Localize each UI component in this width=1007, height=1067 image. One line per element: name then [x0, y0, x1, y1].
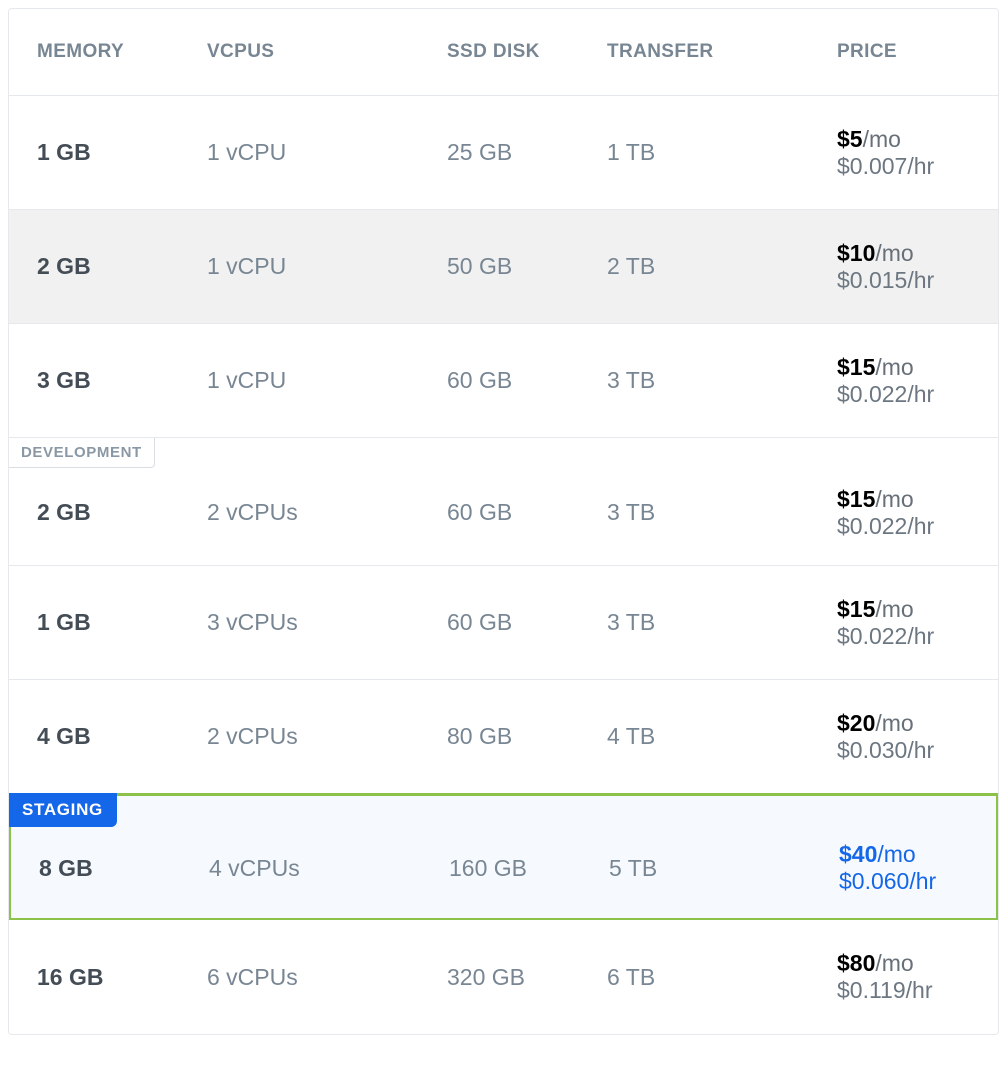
cell-transfer: 5 TB [581, 855, 811, 882]
table-body: 1 GB1 vCPU25 GB1 TB$5/mo$0.007/hr2 GB1 v… [9, 96, 998, 1034]
cell-vcpus: 6 vCPUs [179, 964, 419, 991]
cell-transfer: 6 TB [579, 964, 809, 991]
price-monthly-value: $20 [837, 710, 875, 736]
cell-price: $20/mo$0.030/hr [809, 710, 998, 764]
price-monthly-value: $80 [837, 950, 875, 976]
cell-transfer: 2 TB [579, 253, 809, 280]
cell-disk: 80 GB [419, 723, 579, 750]
cell-transfer: 4 TB [579, 723, 809, 750]
cell-memory: 8 GB [11, 855, 181, 882]
row-tag: STAGING [8, 793, 117, 827]
cell-disk: 50 GB [419, 253, 579, 280]
cell-disk: 60 GB [419, 609, 579, 636]
cell-memory: 2 GB [9, 253, 179, 280]
table-header-row: MEMORY vCPUs SSD DISK TRANSFER PRICE [9, 9, 998, 96]
cell-memory: 1 GB [9, 139, 179, 166]
col-header-vcpus: vCPUs [179, 41, 419, 63]
cell-vcpus: 1 vCPU [179, 253, 419, 280]
price-monthly-suffix: /mo [863, 126, 901, 152]
cell-vcpus: 3 vCPUs [179, 609, 419, 636]
price-hourly: $0.060/hr [839, 868, 968, 895]
table-row[interactable]: 16 GB6 vCPUs320 GB6 TB$80/mo$0.119/hr [9, 920, 998, 1034]
cell-price: $80/mo$0.119/hr [809, 950, 998, 1004]
price-monthly-suffix: /mo [875, 354, 913, 380]
col-header-price: PRICE [809, 41, 998, 63]
price-hourly: $0.119/hr [837, 977, 970, 1004]
cell-memory: 1 GB [9, 609, 179, 636]
price-monthly: $40/mo [839, 841, 968, 868]
price-monthly-suffix: /mo [875, 240, 913, 266]
cell-transfer: 3 TB [579, 499, 809, 526]
cell-price: $15/mo$0.022/hr [809, 486, 998, 540]
price-monthly: $80/mo [837, 950, 970, 977]
col-header-disk: SSD DISK [419, 41, 579, 63]
price-monthly-value: $40 [839, 841, 877, 867]
price-monthly-value: $15 [837, 486, 875, 512]
price-hourly: $0.022/hr [837, 623, 970, 650]
table-row[interactable]: DEVELOPMENT2 GB2 vCPUs60 GB3 TB$15/mo$0.… [9, 438, 998, 566]
price-monthly-value: $15 [837, 596, 875, 622]
price-monthly-value: $10 [837, 240, 875, 266]
price-monthly-suffix: /mo [875, 710, 913, 736]
table-row[interactable]: 2 GB1 vCPU50 GB2 TB$10/mo$0.015/hr [9, 210, 998, 324]
price-monthly: $20/mo [837, 710, 970, 737]
cell-price: $40/mo$0.060/hr [811, 841, 996, 895]
cell-vcpus: 2 vCPUs [179, 723, 419, 750]
table-row[interactable]: 1 GB1 vCPU25 GB1 TB$5/mo$0.007/hr [9, 96, 998, 210]
col-header-memory: MEMORY [9, 41, 179, 63]
cell-vcpus: 1 vCPU [179, 367, 419, 394]
price-monthly-value: $15 [837, 354, 875, 380]
price-hourly: $0.015/hr [837, 267, 970, 294]
cell-disk: 320 GB [419, 964, 579, 991]
price-monthly-suffix: /mo [875, 596, 913, 622]
cell-memory: 3 GB [9, 367, 179, 394]
cell-price: $10/mo$0.015/hr [809, 240, 998, 294]
price-hourly: $0.007/hr [837, 153, 970, 180]
cell-transfer: 1 TB [579, 139, 809, 166]
cell-disk: 60 GB [419, 499, 579, 526]
table-row[interactable]: 1 GB3 vCPUs60 GB3 TB$15/mo$0.022/hr [9, 566, 998, 680]
cell-disk: 60 GB [419, 367, 579, 394]
table-row[interactable]: STAGING8 GB4 vCPUs160 GB5 TB$40/mo$0.060… [8, 793, 999, 921]
price-hourly: $0.022/hr [837, 381, 970, 408]
price-hourly: $0.030/hr [837, 737, 970, 764]
cell-memory: 16 GB [9, 964, 179, 991]
price-monthly: $15/mo [837, 486, 970, 513]
cell-disk: 25 GB [419, 139, 579, 166]
price-monthly-suffix: /mo [875, 486, 913, 512]
price-monthly: $15/mo [837, 354, 970, 381]
cell-disk: 160 GB [421, 855, 581, 882]
cell-transfer: 3 TB [579, 609, 809, 636]
pricing-table: MEMORY vCPUs SSD DISK TRANSFER PRICE 1 G… [8, 8, 999, 1035]
cell-price: $5/mo$0.007/hr [809, 126, 998, 180]
price-monthly-suffix: /mo [875, 950, 913, 976]
cell-price: $15/mo$0.022/hr [809, 354, 998, 408]
table-row[interactable]: 3 GB1 vCPU60 GB3 TB$15/mo$0.022/hr [9, 324, 998, 438]
price-monthly-value: $5 [837, 126, 863, 152]
price-monthly: $15/mo [837, 596, 970, 623]
row-tag: DEVELOPMENT [9, 438, 155, 468]
price-monthly: $5/mo [837, 126, 970, 153]
cell-price: $15/mo$0.022/hr [809, 596, 998, 650]
cell-memory: 4 GB [9, 723, 179, 750]
cell-vcpus: 4 vCPUs [181, 855, 421, 882]
cell-vcpus: 1 vCPU [179, 139, 419, 166]
col-header-transfer: TRANSFER [579, 41, 809, 63]
price-monthly-suffix: /mo [877, 841, 915, 867]
cell-memory: 2 GB [9, 499, 179, 526]
cell-transfer: 3 TB [579, 367, 809, 394]
cell-vcpus: 2 vCPUs [179, 499, 419, 526]
price-monthly: $10/mo [837, 240, 970, 267]
price-hourly: $0.022/hr [837, 513, 970, 540]
table-row[interactable]: 4 GB2 vCPUs80 GB4 TB$20/mo$0.030/hr [9, 680, 998, 794]
